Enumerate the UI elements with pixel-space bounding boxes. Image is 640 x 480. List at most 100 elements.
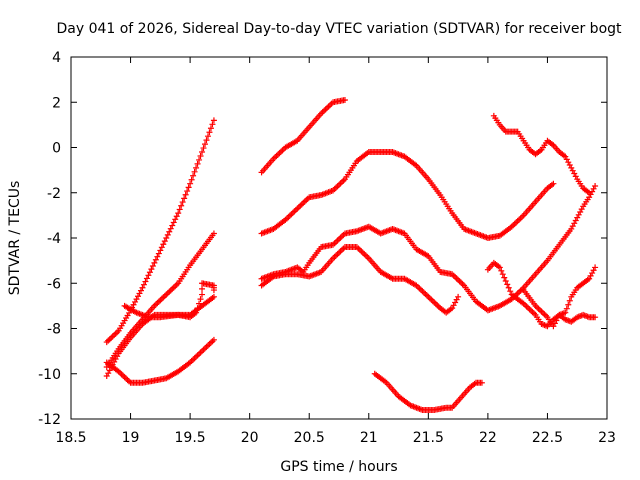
y-tick-label: -10	[38, 367, 61, 383]
data-point	[325, 103, 332, 110]
data-point	[572, 217, 579, 224]
data-point	[517, 215, 524, 222]
data-point	[417, 286, 424, 293]
data-point	[169, 285, 176, 292]
data-point	[336, 181, 342, 188]
data-point	[112, 330, 119, 337]
data-point	[431, 299, 438, 306]
data-point	[434, 302, 441, 309]
data-point	[514, 218, 521, 225]
data-point	[181, 195, 188, 202]
data-point	[139, 284, 146, 291]
data-point	[535, 305, 542, 312]
data-point	[523, 303, 530, 310]
x-tick-label: 21.5	[413, 430, 444, 446]
data-point	[160, 241, 167, 248]
data-point	[458, 279, 465, 286]
data-point	[193, 353, 200, 360]
data-point	[498, 267, 505, 274]
y-tick-label: -4	[47, 231, 61, 247]
data-point	[303, 197, 310, 204]
data-point	[199, 285, 206, 292]
data-point	[108, 334, 115, 341]
data-point	[154, 300, 161, 307]
data-point	[196, 350, 203, 357]
data-point	[210, 117, 217, 124]
data-point	[592, 182, 599, 189]
data-point	[289, 209, 296, 216]
data-point	[568, 164, 575, 171]
data-point	[106, 336, 113, 343]
data-point	[170, 284, 177, 291]
data-point	[563, 305, 570, 312]
data-point	[164, 290, 171, 297]
data-point	[137, 287, 144, 294]
x-tick-label: 21	[360, 430, 378, 446]
data-point	[200, 145, 207, 152]
data-point	[105, 337, 112, 344]
data-point	[190, 356, 197, 363]
data-point	[519, 213, 526, 220]
data-point	[333, 184, 340, 191]
data-point	[319, 109, 326, 116]
data-point	[356, 246, 363, 253]
data-point	[566, 162, 573, 169]
data-point	[453, 275, 460, 282]
data-point	[526, 306, 533, 313]
data-point	[140, 281, 147, 288]
data-point	[572, 173, 579, 180]
data-point	[273, 152, 280, 159]
data-point	[179, 199, 186, 206]
data-point	[528, 307, 535, 314]
data-point	[166, 288, 173, 295]
y-tick-label: 0	[52, 141, 61, 157]
data-point	[587, 272, 594, 279]
data-point	[571, 170, 578, 177]
data-point	[207, 125, 214, 132]
data-point	[420, 289, 427, 296]
data-point	[155, 298, 162, 305]
data-point	[327, 102, 334, 109]
data-point	[197, 349, 204, 356]
data-point	[340, 245, 347, 252]
data-point	[277, 148, 284, 155]
data-point	[158, 244, 165, 251]
data-point	[499, 271, 506, 278]
data-point	[541, 311, 548, 318]
data-point	[586, 189, 593, 196]
data-point	[163, 235, 170, 241]
plot-frame	[70, 56, 608, 420]
x-tick-label: 22.5	[532, 430, 563, 446]
data-point	[207, 339, 214, 346]
data-point	[425, 293, 432, 300]
x-tick-label: 19	[122, 430, 140, 446]
data-point	[298, 201, 305, 208]
data-point	[197, 296, 204, 303]
data-point	[449, 271, 456, 278]
data-point	[577, 208, 584, 215]
data-point	[135, 293, 141, 300]
data-point	[109, 333, 116, 340]
data-point	[145, 272, 152, 279]
data-point	[285, 214, 292, 221]
y-tick-label: -8	[47, 322, 61, 338]
data-point	[537, 307, 543, 314]
data-point	[120, 372, 127, 379]
data-point	[124, 376, 131, 383]
series-satellite-8	[258, 244, 462, 316]
data-point	[338, 179, 345, 186]
data-point	[103, 339, 110, 346]
data-point	[337, 234, 344, 241]
data-point	[452, 299, 459, 306]
chart-title: Day 041 of 2026, Sidereal Day-to-day VTE…	[56, 21, 622, 37]
data-point	[478, 379, 485, 386]
data-point	[589, 270, 596, 277]
data-point	[334, 183, 341, 190]
data-point	[359, 249, 366, 256]
data-point	[178, 202, 185, 209]
data-point	[324, 104, 331, 111]
data-point	[210, 293, 217, 300]
data-point	[334, 251, 341, 258]
data-point	[143, 275, 150, 282]
x-tick-label: 20	[241, 430, 259, 446]
